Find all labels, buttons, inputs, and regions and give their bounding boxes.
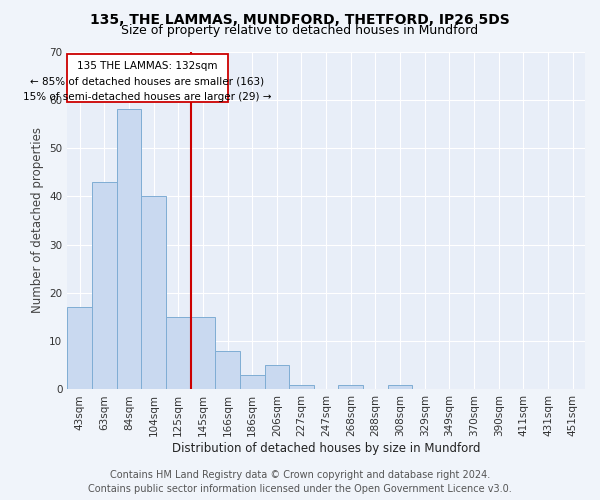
Text: ← 85% of detached houses are smaller (163): ← 85% of detached houses are smaller (16… bbox=[31, 76, 265, 86]
X-axis label: Distribution of detached houses by size in Mundford: Distribution of detached houses by size … bbox=[172, 442, 481, 455]
Y-axis label: Number of detached properties: Number of detached properties bbox=[31, 128, 44, 314]
FancyBboxPatch shape bbox=[67, 54, 227, 102]
Bar bbox=[388, 384, 412, 390]
Text: 135 THE LAMMAS: 132sqm: 135 THE LAMMAS: 132sqm bbox=[77, 61, 218, 71]
Bar bbox=[215, 351, 240, 390]
Text: 135, THE LAMMAS, MUNDFORD, THETFORD, IP26 5DS: 135, THE LAMMAS, MUNDFORD, THETFORD, IP2… bbox=[90, 12, 510, 26]
Bar bbox=[141, 196, 166, 390]
Bar bbox=[338, 384, 363, 390]
Text: Contains HM Land Registry data © Crown copyright and database right 2024.
Contai: Contains HM Land Registry data © Crown c… bbox=[88, 470, 512, 494]
Bar bbox=[289, 384, 314, 390]
Bar bbox=[191, 317, 215, 390]
Bar bbox=[265, 366, 289, 390]
Bar bbox=[67, 308, 92, 390]
Bar bbox=[240, 375, 265, 390]
Text: 15% of semi-detached houses are larger (29) →: 15% of semi-detached houses are larger (… bbox=[23, 92, 272, 102]
Bar bbox=[166, 317, 191, 390]
Text: Size of property relative to detached houses in Mundford: Size of property relative to detached ho… bbox=[121, 24, 479, 37]
Bar bbox=[92, 182, 116, 390]
Bar bbox=[116, 110, 141, 390]
